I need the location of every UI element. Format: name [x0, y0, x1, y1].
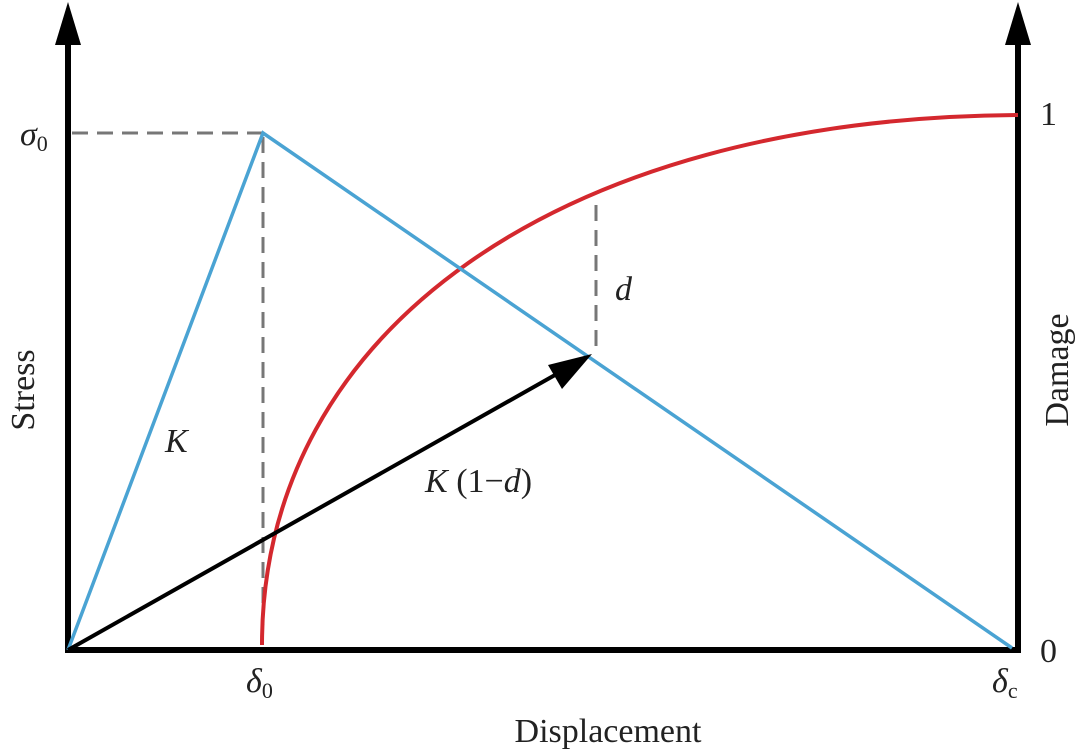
right-axis-arrow [1005, 2, 1031, 45]
delta0-label: δ0 [246, 663, 273, 703]
bottom-axis-label: Displacement [515, 713, 702, 750]
damage-bottom-label: 0 [1040, 633, 1057, 670]
sigma0-label: σ0 [20, 116, 48, 156]
left-axis-label: Stress [5, 349, 42, 430]
degraded-stiffness-line [67, 360, 579, 652]
degraded-label: K (1−d) [424, 463, 532, 500]
right-axis-label: Damage [1039, 313, 1076, 426]
left-axis-arrow [55, 2, 81, 45]
damage-top-label: 1 [1040, 96, 1057, 133]
damage-curve [260, 113, 1019, 646]
deltac-label: δc [992, 663, 1018, 703]
degraded-stiffness-arrow [548, 354, 592, 389]
stress-curve [66, 130, 1013, 651]
stiffness-label: K [164, 423, 190, 460]
damage-d-label: d [615, 271, 633, 308]
guides [72, 131, 598, 625]
